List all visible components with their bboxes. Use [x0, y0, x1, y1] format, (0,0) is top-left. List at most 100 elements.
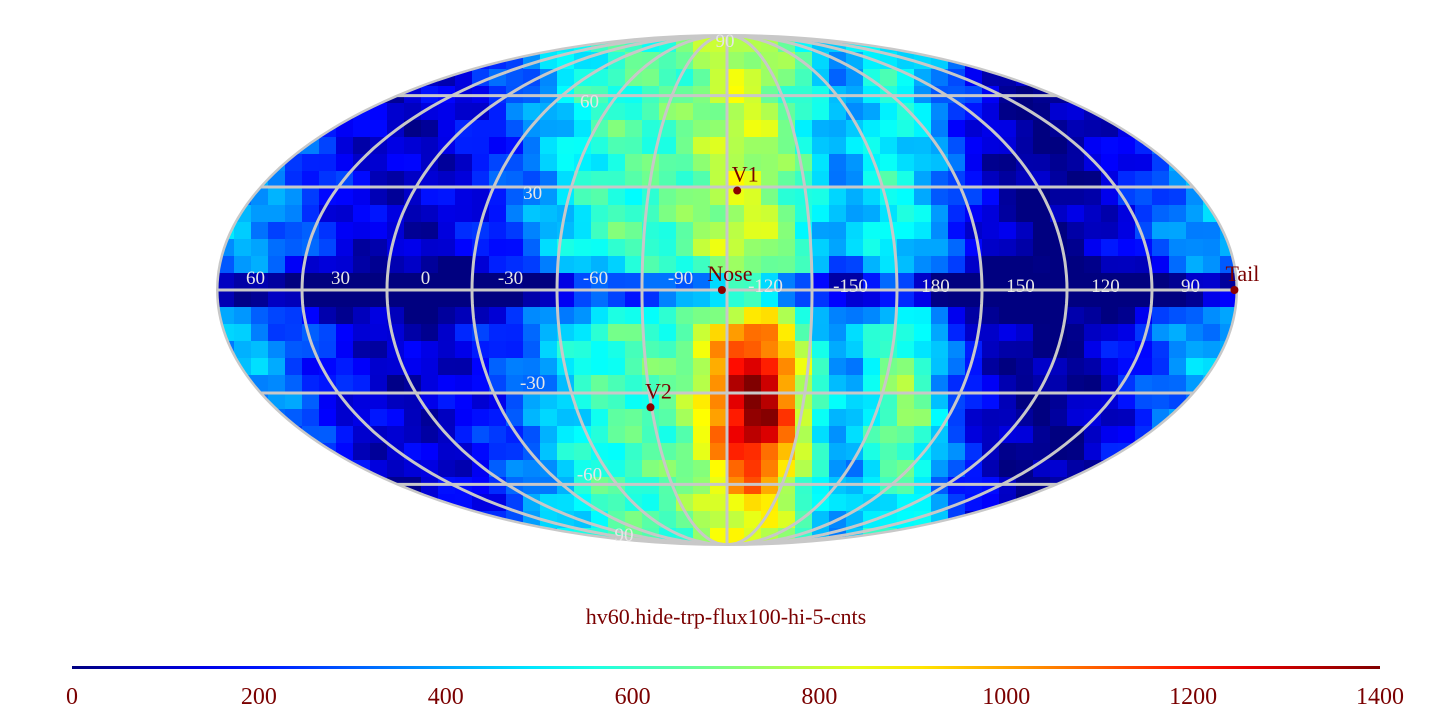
flux-cell [1067, 358, 1085, 376]
flux-cell [948, 222, 966, 240]
flux-cell [897, 205, 915, 223]
flux-cell [591, 392, 609, 410]
flux-cell [727, 341, 745, 359]
flux-cell [659, 426, 677, 444]
flux-cell [1135, 375, 1153, 393]
flux-cell [370, 205, 388, 223]
flux-cell [931, 69, 949, 87]
flux-cell [727, 358, 745, 376]
flux-cell [285, 256, 303, 274]
flux-cell [506, 443, 524, 461]
flux-cell [948, 205, 966, 223]
flux-cell [574, 273, 592, 291]
flux-cell [693, 494, 711, 512]
flux-cell [472, 188, 490, 206]
flux-cell [676, 341, 694, 359]
flux-cell [557, 290, 575, 308]
flux-cell [523, 205, 541, 223]
flux-cell [659, 375, 677, 393]
flux-cell [727, 171, 745, 189]
flux-cell [1101, 137, 1119, 155]
flux-cell [676, 358, 694, 376]
flux-cell [489, 324, 507, 342]
flux-cell [897, 256, 915, 274]
flux-cell [370, 324, 388, 342]
flux-cell [812, 171, 830, 189]
flux-cell [931, 324, 949, 342]
flux-cell [1067, 307, 1085, 325]
flux-cell [285, 358, 303, 376]
flux-cell [438, 222, 456, 240]
flux-cell [591, 409, 609, 427]
flux-cell [489, 341, 507, 359]
flux-cell [897, 273, 915, 291]
flux-cell [1016, 137, 1034, 155]
flux-cell [353, 290, 371, 308]
flux-cell [506, 273, 524, 291]
flux-cell [693, 307, 711, 325]
flux-cell [574, 324, 592, 342]
flux-cell [319, 307, 337, 325]
flux-cell [353, 273, 371, 291]
flux-cell [1067, 409, 1085, 427]
flux-cell [455, 324, 473, 342]
flux-cell [897, 137, 915, 155]
flux-cell [625, 154, 643, 172]
flux-cell [404, 222, 422, 240]
flux-cell [557, 120, 575, 138]
flux-cell [1033, 205, 1051, 223]
flux-cell [727, 69, 745, 87]
flux-cell [438, 409, 456, 427]
flux-cell [1033, 154, 1051, 172]
flux-cell [727, 256, 745, 274]
flux-cell [676, 307, 694, 325]
flux-cell [710, 239, 728, 257]
flux-cell [574, 188, 592, 206]
flux-cell [829, 69, 847, 87]
flux-cell [285, 341, 303, 359]
flux-cell [880, 460, 898, 478]
flux-cell [540, 307, 558, 325]
flux-cell [897, 69, 915, 87]
flux-cell [999, 188, 1017, 206]
flux-cell [489, 307, 507, 325]
flux-cell [829, 460, 847, 478]
flux-cell [302, 154, 320, 172]
colorbar-tick-label: 200 [240, 684, 277, 710]
flux-cell [285, 375, 303, 393]
flux-cell [744, 239, 762, 257]
flux-cell [1101, 290, 1119, 308]
flux-cell [523, 494, 541, 512]
flux-cell [489, 375, 507, 393]
flux-cell [404, 154, 422, 172]
flux-cell [880, 120, 898, 138]
flux-cell [710, 426, 728, 444]
flux-cell [914, 494, 932, 512]
flux-cell [676, 120, 694, 138]
flux-cell [1016, 256, 1034, 274]
flux-cell [506, 154, 524, 172]
flux-cell [1186, 205, 1204, 223]
colorbar [72, 666, 1380, 669]
flux-cell [710, 358, 728, 376]
flux-cell [353, 409, 371, 427]
flux-cell [387, 375, 405, 393]
flux-cell [574, 460, 592, 478]
flux-cell [863, 222, 881, 240]
flux-cell [999, 392, 1017, 410]
flux-cell [285, 171, 303, 189]
flux-cell [931, 256, 949, 274]
flux-cell [982, 273, 1000, 291]
flux-cell [795, 290, 813, 308]
flux-cell [1050, 392, 1068, 410]
flux-cell [693, 460, 711, 478]
flux-cell [438, 324, 456, 342]
marker-tail-label: Tail [1225, 261, 1259, 286]
flux-cell [659, 273, 677, 291]
flux-cell [625, 103, 643, 121]
flux-cell [880, 69, 898, 87]
flux-cell [965, 188, 983, 206]
meridian-label: -120 [748, 276, 783, 297]
flux-cell [353, 239, 371, 257]
flux-cell [1084, 188, 1102, 206]
